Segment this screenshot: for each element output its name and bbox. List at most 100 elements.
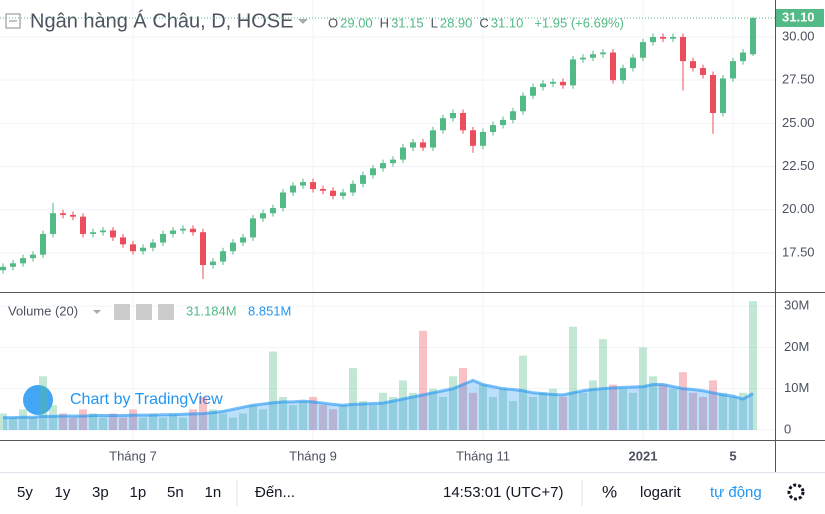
y-tick-label: 25.00 (782, 115, 815, 130)
volume-tick-label: 0 (784, 421, 791, 436)
candle-body (90, 232, 96, 234)
volume-bar (629, 392, 637, 430)
volume-bar (719, 392, 727, 430)
volume-bar (609, 384, 617, 430)
volume-bar (509, 401, 517, 430)
volume-bar (709, 380, 717, 430)
volume-bar (539, 392, 547, 430)
volume-bar (459, 368, 467, 430)
log-button[interactable]: logarit (640, 484, 682, 501)
volume-bar (659, 384, 667, 430)
candle-body (640, 42, 646, 58)
candle-body (590, 54, 596, 58)
volume-tick-label: 10M (784, 380, 809, 395)
candle-body (480, 132, 486, 146)
toolbar: Đến... 14:53:01 (UTC+7) % logarit tự độn… (17, 480, 805, 506)
volume-bar (429, 388, 437, 430)
range-button[interactable]: 5n (167, 484, 184, 501)
candle-body (340, 192, 346, 196)
candle-body (280, 192, 286, 209)
volume-bar (309, 396, 317, 430)
y-tick-label: 22.50 (782, 158, 815, 173)
candle-body (570, 59, 576, 86)
dropdown-arrow[interactable] (298, 19, 308, 24)
goto-button[interactable]: Đến... (255, 484, 295, 501)
candle-body (620, 68, 626, 81)
candle-body (10, 263, 16, 267)
watermark-logo (23, 385, 53, 415)
y-tick-label: 27.50 (782, 72, 815, 87)
candle-body (300, 182, 306, 186)
candle-body (420, 142, 426, 148)
last-price-label: 31.10 (782, 9, 815, 24)
ohlc-key: L (431, 15, 438, 30)
volume-bar (529, 396, 537, 430)
volume-bar (39, 376, 47, 430)
candle-body (440, 118, 446, 131)
range-button[interactable]: 5y (17, 484, 33, 501)
volume-bar (579, 392, 587, 430)
volume-bar (339, 405, 347, 430)
volume-bar (329, 409, 337, 430)
volume-bar (419, 330, 427, 430)
x-tick-label: 2021 (629, 448, 658, 463)
range-button[interactable]: 1p (130, 484, 147, 501)
candle-body (50, 213, 56, 234)
eye-icon[interactable] (114, 304, 130, 320)
dropdown-arrow[interactable] (93, 310, 101, 314)
volume-bar (379, 392, 387, 430)
candle-body (630, 57, 636, 69)
candle-body (40, 233, 46, 255)
ohlc-key: O (328, 15, 338, 30)
candle-body (450, 112, 456, 119)
candle-body (330, 190, 336, 196)
grid (0, 0, 775, 440)
candle-body (600, 52, 606, 55)
range-button[interactable]: 1n (205, 484, 222, 501)
volume-bar (319, 405, 327, 430)
volume-bar (209, 409, 217, 430)
ohlc-value: 31.10 (491, 15, 524, 30)
volume-tick-label: 20M (784, 339, 809, 354)
candle-body (360, 175, 366, 184)
volume-bar (349, 368, 357, 430)
volume-bar (129, 409, 137, 430)
x-tick-label: Tháng 11 (456, 448, 510, 463)
volume-bar (369, 405, 377, 430)
settings-icon[interactable] (136, 304, 152, 320)
volume-bar (229, 417, 237, 430)
volume-bar (259, 409, 267, 430)
volume-bar (29, 417, 37, 430)
candle-body (500, 119, 506, 126)
volume-bar (249, 405, 257, 430)
candle-body (460, 112, 466, 131)
candle-body (470, 130, 476, 146)
volume-bar (99, 417, 107, 430)
settings-button[interactable] (787, 483, 805, 501)
candle-body (230, 242, 236, 252)
volume-bar (179, 417, 187, 430)
candle-body (580, 57, 586, 60)
auto-button[interactable]: tự động (710, 484, 762, 501)
candle-body (210, 261, 216, 266)
last-price-tag (776, 8, 824, 27)
range-button[interactable]: 3p (92, 484, 109, 501)
volume-bar (239, 413, 247, 430)
volume-bar (469, 392, 477, 430)
candle-body (190, 228, 196, 233)
volume-bar (669, 388, 677, 430)
percent-button[interactable]: % (602, 482, 617, 501)
close-icon[interactable] (158, 304, 174, 320)
y-tick-label: 20.00 (782, 201, 815, 216)
candle-body (170, 230, 176, 234)
volume-bar (279, 396, 287, 430)
volume-ma-line (3, 378, 754, 420)
range-button[interactable]: 1y (55, 484, 71, 501)
volume-bar (359, 401, 367, 430)
ohlc-value: 31.15 (391, 15, 424, 30)
candle-body (550, 81, 556, 84)
candle-body (0, 266, 6, 271)
collapse-icon[interactable] (5, 13, 21, 29)
candle-body (610, 52, 616, 81)
